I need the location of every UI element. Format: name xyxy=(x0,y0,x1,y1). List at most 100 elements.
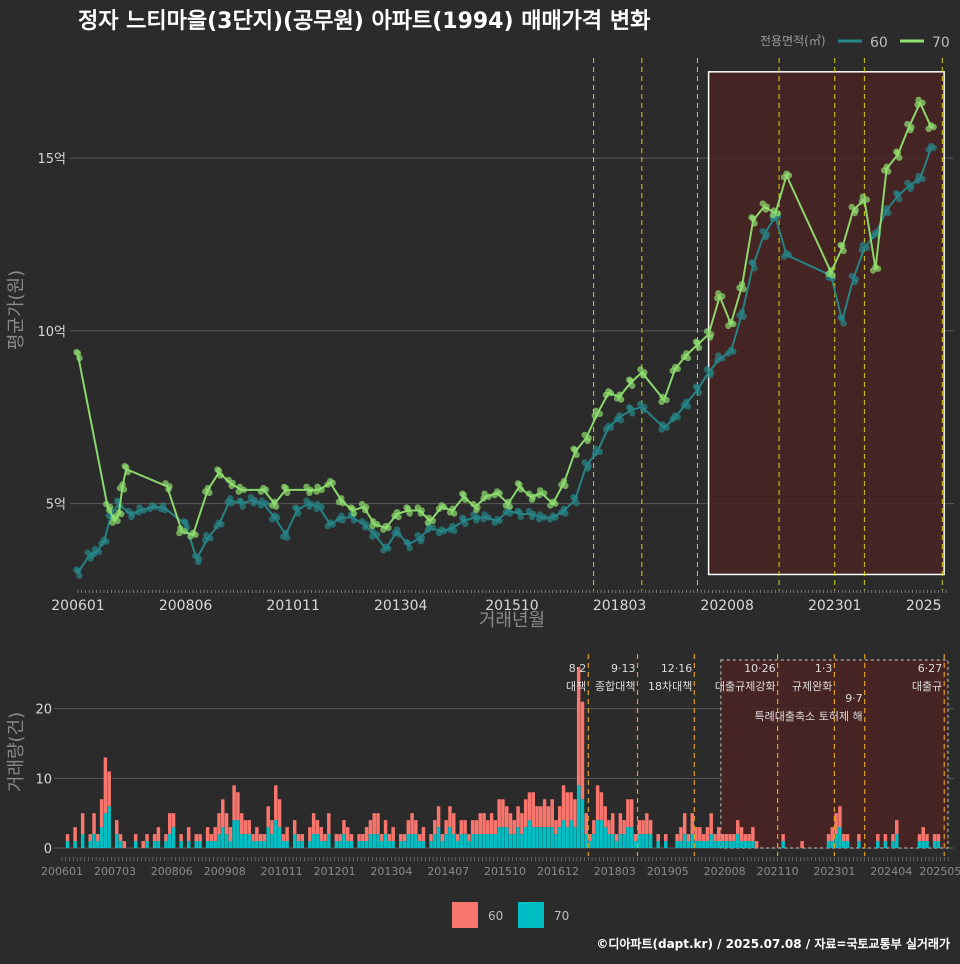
series-point-60 xyxy=(226,495,234,502)
series-point-70 xyxy=(424,519,432,526)
volume-bar-70 xyxy=(152,841,157,848)
series-point-60 xyxy=(596,448,604,456)
volume-bar-70 xyxy=(145,841,149,848)
series-point-60 xyxy=(893,189,900,197)
volume-bar-60 xyxy=(349,834,354,842)
price-y-axis-title: 평균가(원) xyxy=(6,270,27,350)
volume-bar-70 xyxy=(164,841,168,848)
series-point-60 xyxy=(560,505,568,512)
series-point-60 xyxy=(76,572,83,579)
policy-name: 특례대출축소 토허제 해 xyxy=(754,709,862,723)
volume-bar-70 xyxy=(444,834,448,848)
series-point-70 xyxy=(474,503,481,511)
volume-bar-70 xyxy=(258,841,263,848)
volume-bar-60 xyxy=(561,785,566,821)
volume-bar-70 xyxy=(357,841,361,848)
volume-bar-60 xyxy=(80,813,85,835)
volume-x-ticks: 200601 200703 200806 200908 201011 201201 2013… xyxy=(41,857,960,878)
volume-bar-70 xyxy=(838,827,842,848)
volume-bar-70 xyxy=(281,841,286,848)
volume-bar-70 xyxy=(645,834,649,848)
volume-bar-60 xyxy=(709,813,713,835)
series-point-70 xyxy=(120,486,128,493)
volume-bar-60 xyxy=(841,834,846,842)
volume-bar-70 xyxy=(372,834,376,848)
volume-bar-60 xyxy=(406,820,411,835)
series-point-60 xyxy=(239,503,246,510)
volume-bar-70 xyxy=(236,820,240,848)
series-point-60 xyxy=(740,313,747,320)
volume-bar-70 xyxy=(713,841,717,848)
price-legend: 전용면적(㎡) 60 70 xyxy=(760,34,950,51)
series-point-70 xyxy=(462,496,469,503)
volume-bar-60 xyxy=(830,827,835,842)
volume-bar-60 xyxy=(622,820,626,835)
volume-bar-60 xyxy=(277,799,282,828)
volume-bar-60 xyxy=(754,841,759,848)
volume-bar-70 xyxy=(429,841,433,848)
series-point-70 xyxy=(206,489,213,497)
volume-bar-60 xyxy=(883,834,888,842)
volume-bar-70 xyxy=(342,834,346,848)
volume-legend: 60 70 xyxy=(452,902,569,928)
volume-y-axis-title: 거래량(건) xyxy=(6,712,27,792)
price-x-tick-label: 202301 xyxy=(808,598,861,614)
volume-bar-60 xyxy=(917,834,922,842)
policy-date: 8·2 xyxy=(569,662,587,675)
series-point-70 xyxy=(748,214,755,221)
volume-bar-60 xyxy=(576,666,581,786)
volume-bar-70 xyxy=(648,834,653,848)
series-point-70 xyxy=(714,294,721,302)
series-point-70 xyxy=(418,507,425,514)
volume-bar-70 xyxy=(296,841,301,848)
volume-bar-60 xyxy=(876,834,880,842)
volume-bar-60 xyxy=(88,834,92,842)
volume-bar-60 xyxy=(357,834,361,842)
price-highlight-region xyxy=(707,71,945,576)
series-point-70 xyxy=(121,462,128,470)
volume-y-tick-label: 10 xyxy=(35,772,52,787)
volume-bar-70 xyxy=(520,834,524,848)
series-point-60 xyxy=(840,320,847,327)
series-point-70 xyxy=(429,517,437,525)
volume-bar-70 xyxy=(656,841,660,848)
volume-bar-70 xyxy=(92,834,96,848)
volume-bar-60 xyxy=(527,792,532,821)
volume-bar-70 xyxy=(436,827,441,848)
volume-bar-70 xyxy=(618,834,623,848)
volume-x-tick-label: 202301 xyxy=(813,865,855,878)
volume-y-ticks: 0 10 20 xyxy=(35,703,52,857)
series-point-60 xyxy=(374,531,381,538)
volume-bar-60 xyxy=(107,771,111,807)
series-point-70 xyxy=(449,505,456,512)
volume-bar-60 xyxy=(96,834,100,842)
volume-bar-60 xyxy=(338,834,342,842)
volume-bar-70 xyxy=(217,834,221,848)
volume-x-tick-label: 201011 xyxy=(261,865,303,878)
series-point-70 xyxy=(919,99,926,107)
volume-bar-60 xyxy=(845,834,850,842)
volume-bar-60 xyxy=(508,813,513,835)
series-point-60 xyxy=(908,182,915,190)
volume-bar-60 xyxy=(186,827,191,842)
volume-bar-70 xyxy=(292,834,297,848)
series-point-60 xyxy=(338,512,345,519)
volume-bar-70 xyxy=(633,841,638,848)
series-point-70 xyxy=(204,484,212,492)
volume-bar-60 xyxy=(342,820,346,835)
volume-bar-70 xyxy=(171,827,176,848)
volume-bar-70 xyxy=(345,841,350,848)
series-point-60 xyxy=(318,503,325,511)
volume-bar-70 xyxy=(629,827,634,848)
volume-bar-60 xyxy=(436,806,441,828)
policy-date: 9·13 xyxy=(611,662,636,675)
volume-bar-70 xyxy=(751,841,755,848)
volume-bar-70 xyxy=(315,834,320,848)
series-point-60 xyxy=(215,519,223,526)
volume-bar-70 xyxy=(614,841,619,848)
series-point-60 xyxy=(403,538,410,546)
series-point-60 xyxy=(641,403,648,411)
volume-bar-70 xyxy=(739,841,744,848)
series-point-60 xyxy=(540,514,548,521)
volume-bar-70 xyxy=(539,827,543,848)
